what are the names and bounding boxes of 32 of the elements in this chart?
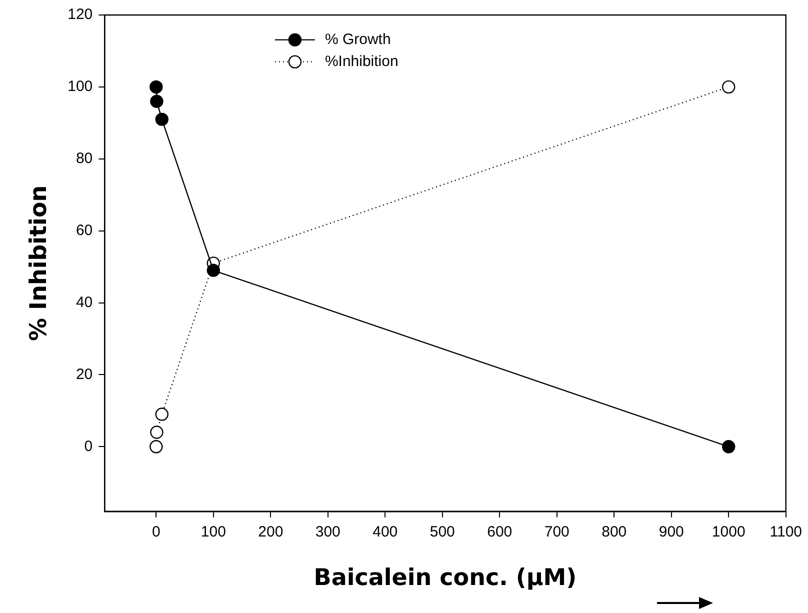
x-tick-label: 200 <box>258 524 284 541</box>
point <box>722 80 736 94</box>
point <box>722 440 736 454</box>
point <box>155 112 168 126</box>
x-tick-label: 300 <box>315 524 340 541</box>
x-tick-label: 800 <box>602 524 627 541</box>
x-tick-label: 700 <box>544 524 570 541</box>
y-tick-label: 60 <box>76 222 93 239</box>
x-tick-label: 500 <box>430 524 455 541</box>
y-tick-label: 40 <box>76 294 93 311</box>
legend-label: %Inhibition <box>324 52 398 70</box>
x-tick-label: 600 <box>487 524 512 541</box>
x-tick-label: 400 <box>372 524 398 541</box>
x-tick-label: 100 <box>200 524 226 541</box>
y-tick-label: 120 <box>68 6 93 24</box>
y-tick-label: 20 <box>76 366 93 383</box>
point <box>150 440 163 454</box>
point <box>150 426 164 439</box>
x-tick-label: 1000 <box>712 524 746 541</box>
x-tick-label: 900 <box>658 524 684 541</box>
point <box>150 80 163 94</box>
y-axis-title: % Inhibition <box>26 185 52 342</box>
y-tick-label: 80 <box>76 150 93 168</box>
point <box>150 94 164 108</box>
y-tick-label: 100 <box>68 78 93 96</box>
x-axis-title: Baicalein conc. (µM) <box>314 565 577 592</box>
x-tick-label: 0 <box>152 524 160 541</box>
legend-label: % Growth <box>324 30 391 48</box>
y-tick-label: 0 <box>84 438 93 455</box>
point <box>206 264 220 277</box>
x-tick-label: 1100 <box>770 524 802 541</box>
point <box>155 408 168 421</box>
